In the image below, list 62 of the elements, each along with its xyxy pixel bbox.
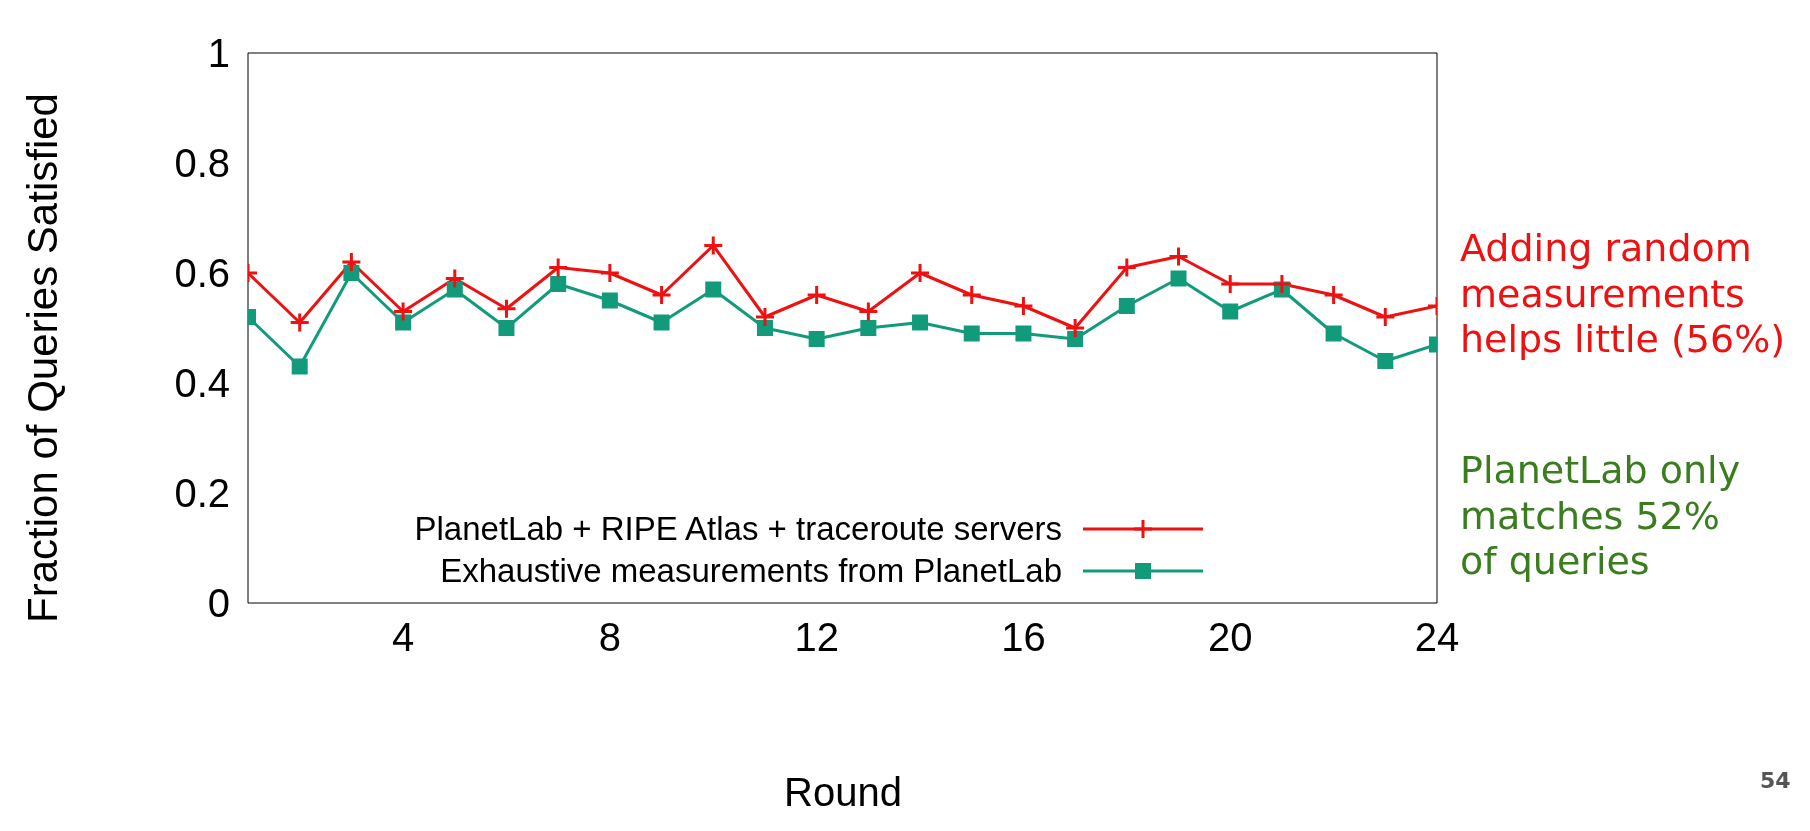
y-tick-label: 0.6 xyxy=(174,251,230,296)
x-tick-label: 24 xyxy=(1414,615,1460,660)
point xyxy=(1377,353,1394,369)
point xyxy=(912,314,929,331)
point xyxy=(343,265,360,281)
point xyxy=(705,281,722,298)
point xyxy=(1376,308,1395,326)
x-axis-title: Round xyxy=(783,770,903,815)
point xyxy=(653,314,670,331)
point xyxy=(911,264,930,282)
point xyxy=(497,299,516,318)
point xyxy=(445,269,464,288)
point xyxy=(1117,258,1136,277)
point xyxy=(652,286,671,304)
point xyxy=(1170,270,1187,287)
point xyxy=(498,320,515,336)
legend-label: PlanetLab + RIPE Atlas + traceroute servers xyxy=(414,510,1062,548)
point xyxy=(860,320,877,336)
point xyxy=(1221,275,1240,293)
text: PlanetLab only matches 52% of queries xyxy=(1460,448,1741,585)
y-tick-label: 0.2 xyxy=(174,471,230,516)
point xyxy=(756,320,773,336)
point xyxy=(1118,298,1135,314)
x-tick-label: 16 xyxy=(1001,615,1046,660)
point xyxy=(1272,275,1291,293)
point xyxy=(342,253,361,271)
point xyxy=(291,358,308,375)
point xyxy=(1067,331,1084,347)
x-tick-label: 8 xyxy=(598,615,621,660)
point xyxy=(600,264,619,282)
point xyxy=(446,281,463,298)
point xyxy=(290,313,309,332)
point xyxy=(859,302,878,321)
point xyxy=(1222,303,1239,320)
point xyxy=(549,258,568,277)
point xyxy=(962,286,981,304)
y-tick-label: 0 xyxy=(207,581,230,626)
point xyxy=(1014,297,1033,315)
point xyxy=(1015,325,1032,342)
legend-label: Exhaustive measurements from PlanetLab xyxy=(440,552,1062,590)
x-tick-label: 20 xyxy=(1207,615,1253,660)
point xyxy=(1169,247,1188,266)
point xyxy=(601,292,618,309)
point xyxy=(963,325,980,342)
text: Adding random measurements helps little (56%) xyxy=(1460,226,1786,363)
point xyxy=(704,236,723,255)
point xyxy=(807,286,826,304)
y-axis-title: Fraction of Queries Satisfied xyxy=(19,93,67,623)
x-tick-label: 4 xyxy=(391,615,415,660)
point xyxy=(550,276,567,292)
y-tick-label: 1 xyxy=(207,31,230,76)
y-tick-label: 0.8 xyxy=(174,141,230,186)
y-tick-label: 0.4 xyxy=(174,361,230,406)
point xyxy=(755,308,774,326)
text: 54 xyxy=(1760,768,1791,795)
point xyxy=(808,331,825,347)
point xyxy=(394,302,413,321)
point xyxy=(395,314,412,331)
point xyxy=(1325,325,1342,342)
point xyxy=(1324,286,1343,304)
point xyxy=(1066,319,1085,337)
x-tick-label: 12 xyxy=(794,615,839,660)
